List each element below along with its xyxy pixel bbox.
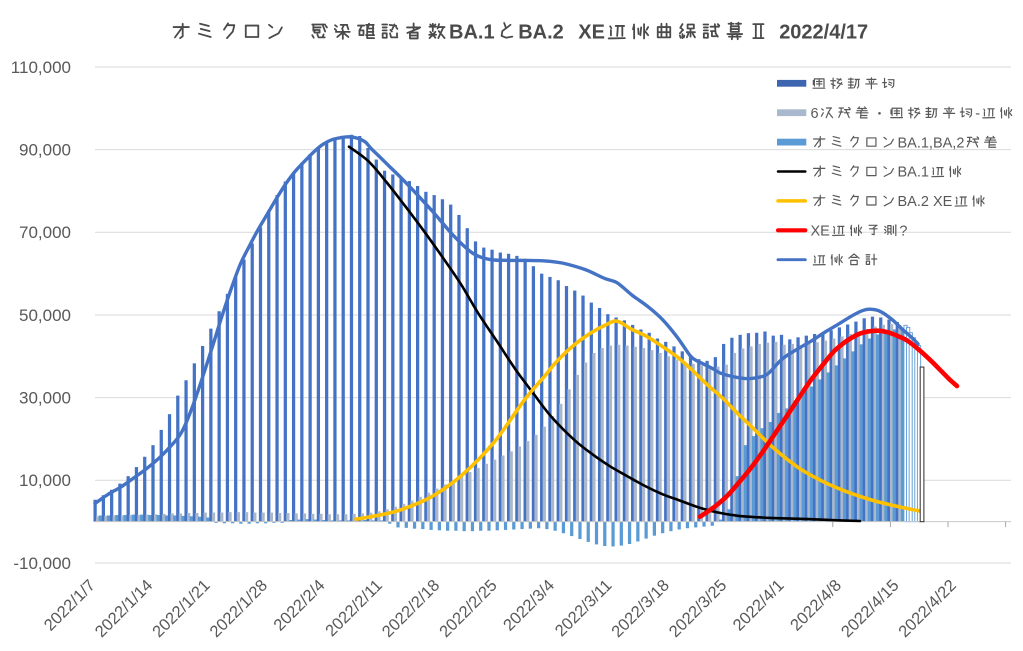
svg-text:10,000: 10,000 <box>19 471 71 490</box>
svg-text:XE: XE <box>578 22 605 44</box>
svg-text:50,000: 50,000 <box>19 306 71 325</box>
svg-text:6: 6 <box>811 106 819 122</box>
svg-text:-: - <box>975 106 980 122</box>
svg-text:-10,000: -10,000 <box>13 554 71 573</box>
svg-text:BA.2: BA.2 <box>518 22 564 44</box>
svg-text:BA.1: BA.1 <box>449 22 495 44</box>
svg-text:BA.2 XE: BA.2 XE <box>898 194 953 210</box>
svg-text:90,000: 90,000 <box>19 141 71 160</box>
svg-text:BA.1: BA.1 <box>898 165 929 181</box>
svg-text:70,000: 70,000 <box>19 223 71 242</box>
svg-text:XE: XE <box>811 224 831 240</box>
svg-text:BA.1,BA,2: BA.1,BA,2 <box>898 135 965 151</box>
svg-text:110,000: 110,000 <box>11 58 71 77</box>
svg-text:?: ? <box>899 224 907 240</box>
svg-text:30,000: 30,000 <box>19 389 71 408</box>
svg-text:2022/4/17: 2022/4/17 <box>779 22 868 44</box>
